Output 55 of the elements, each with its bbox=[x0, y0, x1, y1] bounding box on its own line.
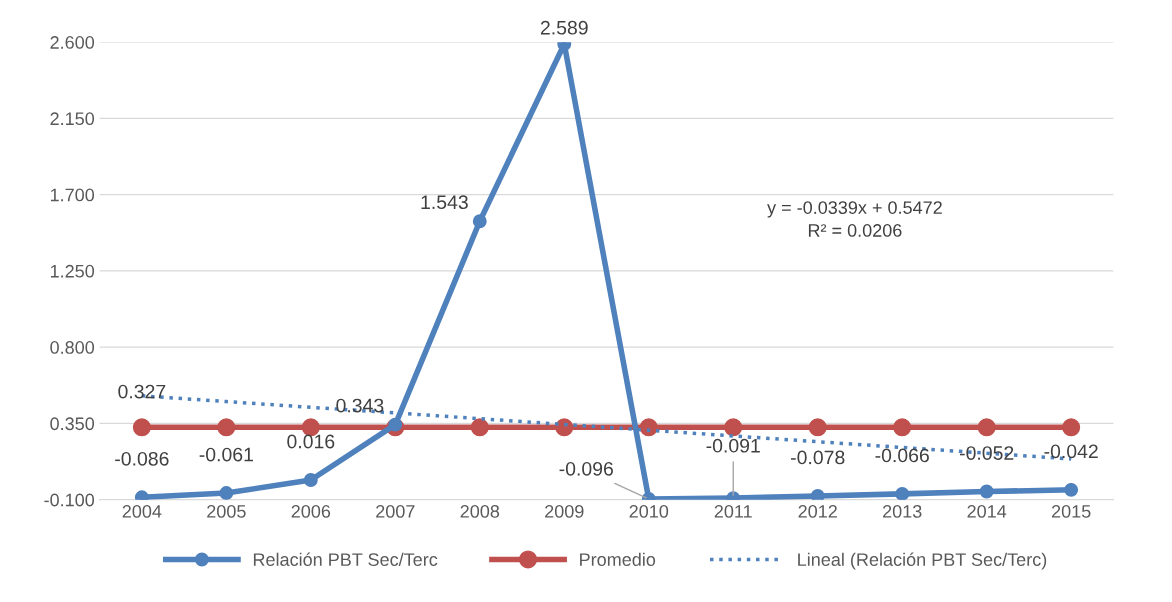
data-label: 0.327 bbox=[118, 384, 166, 399]
point bbox=[303, 473, 318, 487]
point bbox=[639, 418, 658, 437]
legend-label: Relación PBT Sec/Terc bbox=[253, 552, 438, 566]
data-label: -0.096 bbox=[559, 461, 613, 476]
x-tick-label: 2012 bbox=[798, 505, 837, 518]
point bbox=[808, 418, 827, 437]
x-tick-label: 2007 bbox=[376, 505, 415, 518]
data-label: 0.016 bbox=[287, 434, 335, 449]
point bbox=[555, 418, 574, 437]
point bbox=[979, 484, 994, 499]
point bbox=[472, 214, 487, 229]
x-tick-label: 2011 bbox=[714, 505, 752, 518]
x-tick-label: 2013 bbox=[883, 505, 922, 518]
data-label: 1.543 bbox=[421, 195, 468, 210]
y-tick-label: 2.600 bbox=[50, 36, 95, 49]
data-label: -0.061 bbox=[199, 447, 253, 462]
x-tick-label: 2010 bbox=[629, 505, 669, 518]
legend-label: Lineal (Relación PBT Sec/Terc) bbox=[798, 552, 1047, 570]
y-tick-label: 0.800 bbox=[50, 341, 95, 354]
y-tick-label: 1.700 bbox=[50, 188, 95, 202]
x-tick-label: 2009 bbox=[545, 505, 584, 518]
x-tick-label: 2005 bbox=[207, 505, 246, 518]
x-tick-label: 2015 bbox=[1051, 505, 1091, 518]
data-label: -0.078 bbox=[791, 450, 845, 465]
point bbox=[132, 418, 151, 437]
data-label: 0.343 bbox=[336, 398, 384, 413]
point bbox=[724, 418, 743, 437]
point bbox=[977, 418, 996, 437]
annotation: y = -0.0339x + 0.5472 bbox=[767, 201, 942, 218]
x-tick-label: 2006 bbox=[291, 505, 331, 518]
x-tick-label: 2004 bbox=[122, 505, 162, 518]
y-tick-label: 0.350 bbox=[50, 417, 95, 431]
point bbox=[217, 418, 236, 437]
point bbox=[388, 417, 403, 432]
legend-label: Promedio bbox=[580, 552, 656, 566]
y-tick-label: -0.100 bbox=[44, 493, 95, 507]
data-label: -0.066 bbox=[875, 448, 929, 463]
annotation: R² = 0.0206 bbox=[808, 224, 902, 237]
data-label: -0.052 bbox=[959, 446, 1014, 460]
data-label: -0.091 bbox=[706, 438, 760, 453]
x-tick-label: 2014 bbox=[967, 505, 1007, 518]
data-label: -0.042 bbox=[1044, 444, 1098, 459]
point bbox=[1062, 418, 1081, 437]
y-tick-label: 2.150 bbox=[50, 112, 95, 126]
point bbox=[1064, 482, 1079, 497]
point bbox=[810, 488, 825, 500]
point bbox=[893, 418, 912, 437]
x-tick-label: 2008 bbox=[460, 505, 500, 518]
point bbox=[470, 418, 489, 437]
data-label: -0.086 bbox=[115, 451, 169, 466]
point bbox=[219, 486, 234, 500]
y-tick-label: 1.250 bbox=[50, 264, 95, 278]
point bbox=[895, 486, 910, 500]
data-label: 2.589 bbox=[540, 20, 588, 35]
